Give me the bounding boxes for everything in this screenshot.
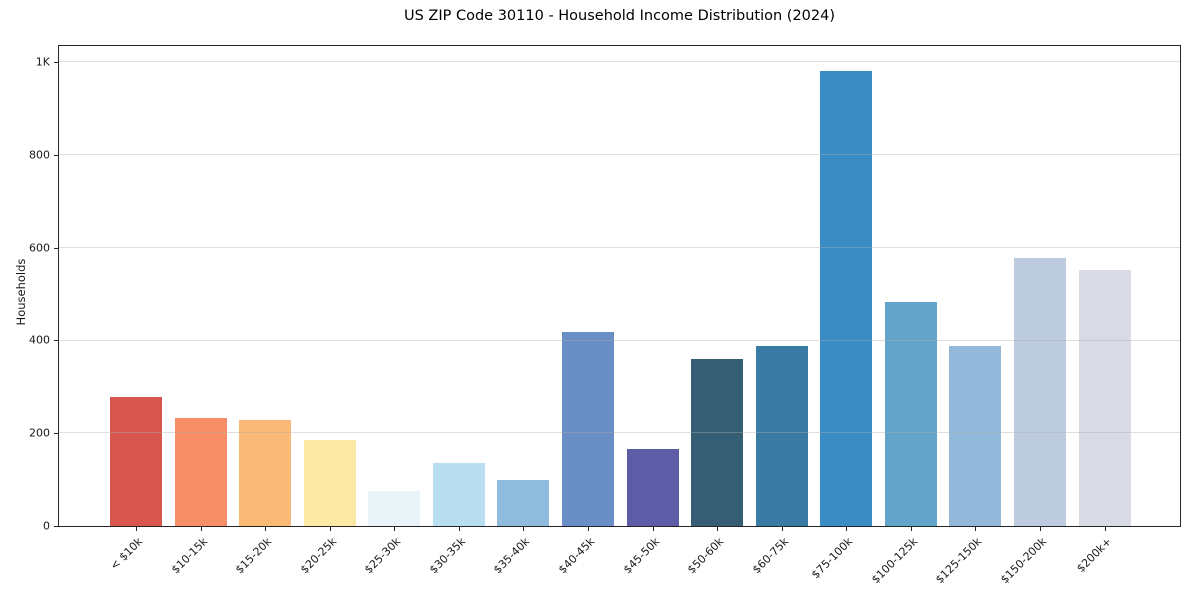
bar-1 <box>174 417 227 526</box>
x-tick-label: $75-100k <box>809 535 856 582</box>
x-tick-label: $40-45k <box>555 535 598 577</box>
y-tick-label: 1K <box>35 55 50 69</box>
chart-title: US ZIP Code 30110 - Household Income Dis… <box>403 8 836 24</box>
y-axis-label: Households <box>14 258 28 326</box>
gridline <box>59 432 1180 434</box>
x-tick-mark <box>458 527 460 531</box>
y-tick-mark <box>54 433 58 435</box>
x-tick-label: $20-25k <box>297 535 339 577</box>
gridline <box>59 154 1180 155</box>
x-tick-label: $45-50k <box>620 535 662 577</box>
gridline <box>59 246 1180 248</box>
x-tick-label: $125-150k <box>933 535 985 587</box>
x-tick-mark <box>1039 527 1041 531</box>
x-tick-mark <box>781 527 783 531</box>
x-tick-mark <box>587 527 589 531</box>
x-tick-mark <box>846 527 848 531</box>
bar-15 <box>1078 270 1131 526</box>
x-tick-label: $10-15k <box>168 535 210 577</box>
bar-2 <box>239 420 292 526</box>
bar-9 <box>691 359 744 526</box>
y-tick-mark <box>54 247 58 249</box>
bar-11 <box>820 70 873 526</box>
x-tick-label: $30-35k <box>426 535 469 577</box>
x-tick-mark <box>975 527 977 531</box>
x-tick-mark <box>329 527 331 531</box>
x-tick-mark <box>200 527 202 531</box>
y-tick-label: 600 <box>29 241 50 255</box>
x-tick-label: $150-200k <box>997 535 1050 587</box>
bar-14 <box>1013 257 1066 526</box>
y-tick-mark <box>54 526 58 527</box>
bar-7 <box>561 332 614 526</box>
x-tick-label: $60-75k <box>749 535 791 577</box>
x-tick-label: $25-30k <box>362 535 404 577</box>
y-tick-mark <box>54 154 58 156</box>
bar-6 <box>497 479 550 526</box>
bar-0 <box>110 397 162 526</box>
bar-4 <box>368 490 421 526</box>
x-tick-label: $50-60k <box>685 535 727 577</box>
x-tick-mark <box>1104 527 1106 531</box>
x-tick-mark <box>265 527 267 531</box>
y-tick-label: 400 <box>29 333 50 347</box>
x-tick-label: $35-40k <box>491 535 533 577</box>
x-tick-mark <box>136 527 137 531</box>
x-tick-label: $200k+ <box>1073 535 1114 576</box>
x-tick-mark <box>652 527 654 531</box>
y-tick-label: 0 <box>43 519 50 533</box>
y-tick-mark <box>54 340 58 342</box>
gridline <box>59 339 1180 341</box>
x-tick-mark <box>523 527 525 531</box>
bar-10 <box>755 346 808 526</box>
bar-3 <box>303 439 356 526</box>
bar-13 <box>949 345 1002 526</box>
bar-8 <box>626 448 679 526</box>
x-tick-mark <box>717 527 719 531</box>
y-tick-label: 200 <box>29 426 50 440</box>
x-tick-mark <box>394 527 396 531</box>
y-tick-label: 800 <box>29 148 50 162</box>
gridline <box>59 61 1180 63</box>
x-tick-label: $100-125k <box>868 535 920 587</box>
x-tick-label: < $10k <box>107 535 146 573</box>
plot-area <box>58 45 1181 527</box>
y-tick-mark <box>54 62 58 64</box>
x-tick-mark <box>910 527 912 531</box>
bar-5 <box>432 463 485 526</box>
bar-12 <box>884 301 937 526</box>
x-tick-label: $15-20k <box>233 535 275 577</box>
